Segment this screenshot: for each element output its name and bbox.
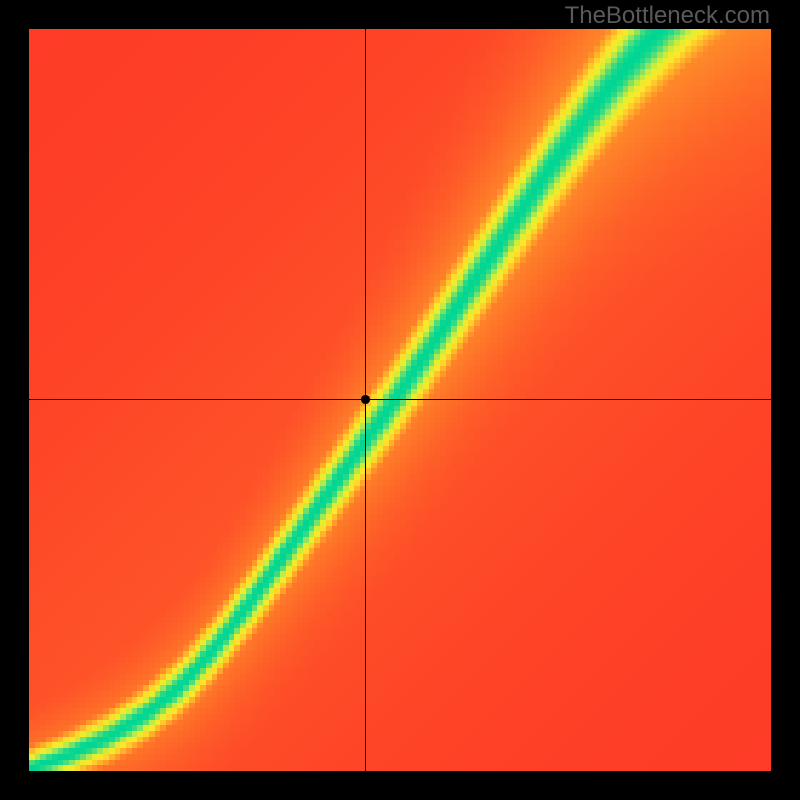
bottleneck-heatmap: [29, 29, 771, 771]
watermark-text: TheBottleneck.com: [565, 2, 770, 30]
